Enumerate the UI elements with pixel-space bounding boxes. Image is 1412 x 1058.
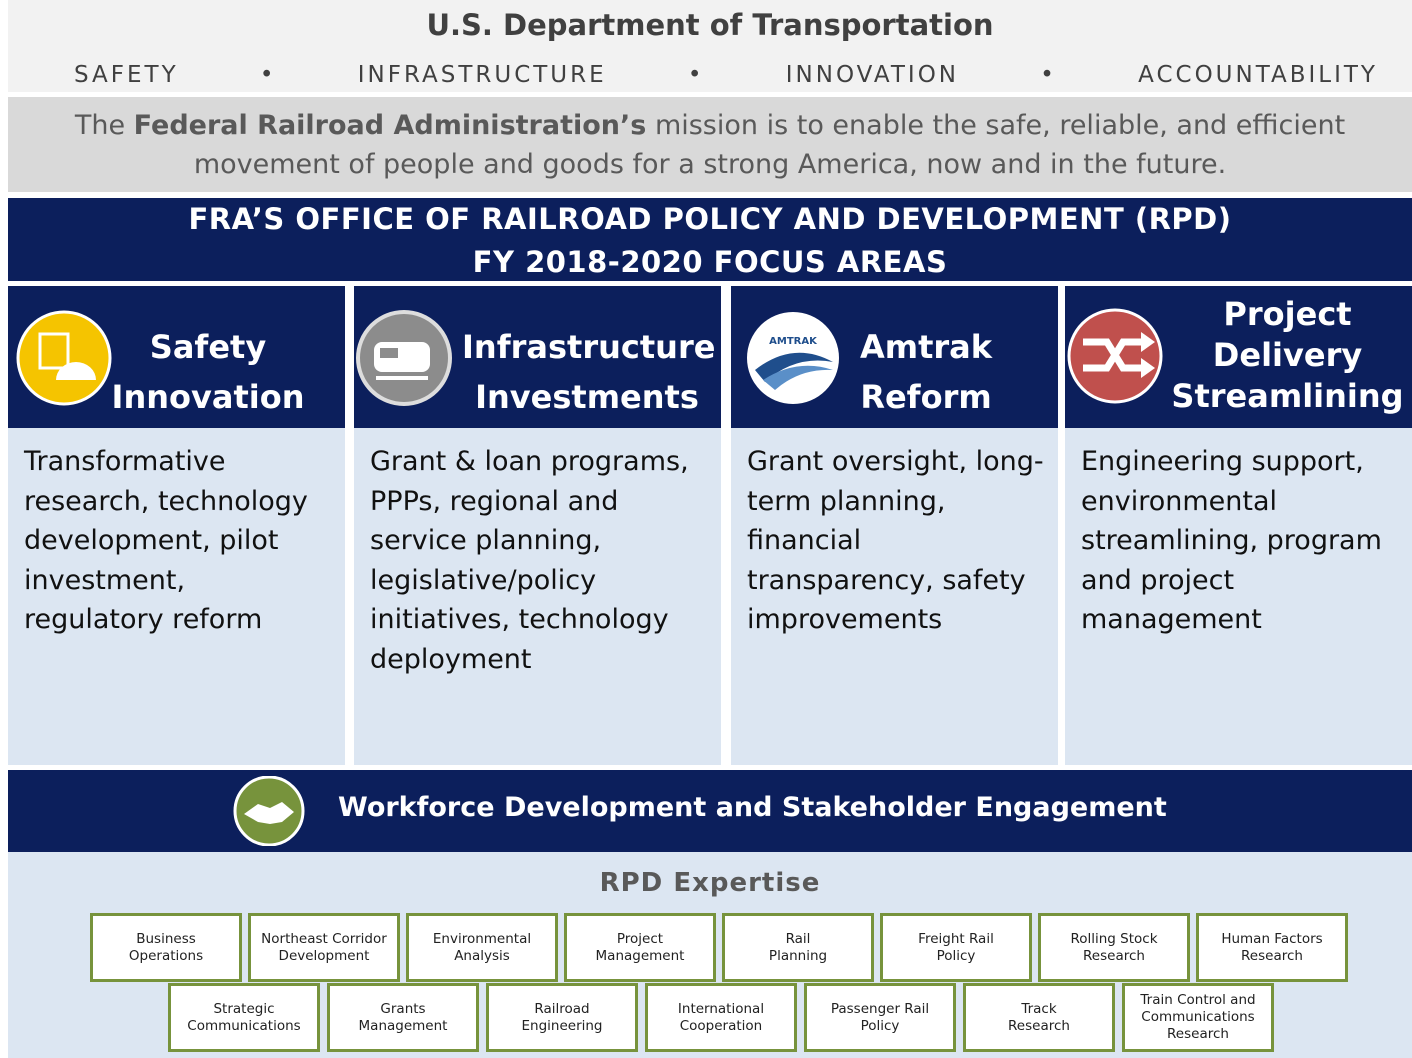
expertise-label: Railroad [534,1000,590,1017]
expertise-box: Track Research [963,983,1115,1052]
expertise-box: Business Operations [90,913,242,982]
focus-title: Safety Innovation [108,322,308,422]
expertise-label: Management [595,947,685,964]
expertise-label: Environmental [432,930,532,947]
focus-title-line: Delivery [1212,336,1363,374]
expertise-box: Train Control and Communications Research [1122,983,1274,1052]
expertise-label: International [677,1000,765,1017]
mission: The Federal Railroad Administration’s mi… [8,97,1412,192]
focus-description: Engineering support, environmental strea… [1065,428,1412,765]
header-value: INFRASTRUCTURE [357,62,607,88]
expertise-label: Research [1167,1026,1229,1042]
expertise-label: Development [278,947,370,964]
focus-header: Safety Innovation [8,286,345,428]
focus-title: Amtrak Reform [841,322,1011,422]
focus-header: AMTRAK Amtrak Reform [731,286,1058,428]
expertise-label: Communications [1141,1009,1255,1025]
expertise-box: Human Factors Research [1196,913,1348,982]
expertise-label: Project [616,930,664,947]
expertise-label: Freight Rail [918,930,994,947]
separator: • [687,62,705,88]
focus-icon [1067,308,1163,404]
expertise-label: Strategic [213,1000,275,1017]
focus-title-line: Infrastructure [462,328,716,366]
focus-title-line: Reform [860,378,992,416]
expertise-label: Research [1008,1017,1070,1034]
expertise-label: Research [1083,947,1145,964]
expertise-label: Human Factors [1221,930,1323,947]
banner-line: FRA’S OFFICE OF RAILROAD POLICY AND DEVE… [188,202,1232,236]
workforce-bar: Workforce Development and Stakeholder En… [8,770,1412,852]
expertise-box: Freight Rail Policy [880,913,1032,982]
expertise-box: Passenger Rail Policy [804,983,956,1052]
banner-line: FY 2018-2020 FOCUS AREAS [472,245,948,279]
workforce-title: Workforce Development and Stakeholder En… [338,792,1167,823]
expertise-label: Rail [785,930,811,947]
expertise-box: Project Management [564,913,716,982]
focus-description: Transformative research, technology deve… [8,428,345,765]
expertise-box: Strategic Communications [168,983,320,1052]
focus-description: Grant & loan programs, PPPs, regional an… [354,428,721,765]
expertise-label: Planning [768,947,828,964]
focus-title-line: Safety [149,328,267,366]
handshake-icon [233,776,305,846]
header-value: SAFETY [74,62,179,88]
expertise-label: Passenger Rail [830,1000,930,1017]
focus-title: Project Delivery Streamlining [1165,294,1410,417]
expertise-label: Management [358,1017,448,1034]
header-values: SAFETY • INFRASTRUCTURE • INNOVATION • ACCOUNT… [8,62,1412,88]
focus-header: Project Delivery Streamlining [1065,286,1412,428]
logo-text: AMTRAK [769,336,818,347]
expertise-label: Northeast Corridor [261,930,387,947]
focus-icon: AMTRAK [747,312,839,404]
expertise-label: Train Control and [1140,992,1256,1008]
header-value: INNOVATION [785,62,960,88]
expertise-label: Analysis [454,947,510,964]
header: U.S. Department of Transportation SAFETY… [8,0,1412,92]
separator: • [1040,62,1057,88]
expertise-title: RPD Expertise [599,868,821,898]
expertise-box: Grants Management [327,983,479,1052]
focus-title-line: Investments [475,378,699,416]
mission-text: mission is to enable the safe, reliable,… [193,110,1346,180]
header-value: ACCOUNTABILITY [1138,62,1378,88]
banner: FRA’S OFFICE OF RAILROAD POLICY AND DEVE… [8,198,1412,281]
focus-title-line: Streamlining [1171,377,1404,415]
expertise-label: Rolling Stock [1070,930,1158,947]
expertise-label: Policy [860,1017,900,1034]
expertise-box: International Cooperation [645,983,797,1052]
expertise-label: Research [1241,947,1303,964]
focus-description: Grant oversight, long-term planning, fin… [731,428,1058,765]
expertise-label: Track [1021,1000,1057,1017]
expertise-panel: RPD Expertise Business Operations Northeas… [8,852,1412,1058]
expertise-box: Environmental Analysis [406,913,558,982]
expertise-label: Cooperation [679,1017,763,1034]
focus-header: Infrastructure Investments [354,286,721,428]
expertise-label: Engineering [521,1017,603,1034]
focus-icon [16,310,112,406]
expertise-label: Grants [380,1000,426,1017]
focus-title-line: Innovation [111,378,305,416]
expertise-label: Business [136,930,196,947]
separator: • [259,62,277,88]
expertise-label: Policy [936,947,976,964]
mission-bold: Federal Railroad Administration’s [133,110,647,141]
focus-icon [356,310,452,406]
expertise-box: Rolling Stock Research [1038,913,1190,982]
header-title: U.S. Department of Transportation [426,8,994,42]
expertise-box: Rail Planning [722,913,874,982]
expertise-label: Operations [128,947,204,964]
expertise-box: Northeast Corridor Development [248,913,400,982]
mission-text: The [74,110,126,141]
focus-title-line: Project [1223,295,1352,333]
focus-title-line: Amtrak [859,328,993,366]
focus-title: Infrastructure Investments [462,322,716,422]
expertise-label: Communications [187,1017,301,1034]
expertise-box: Railroad Engineering [486,983,638,1052]
